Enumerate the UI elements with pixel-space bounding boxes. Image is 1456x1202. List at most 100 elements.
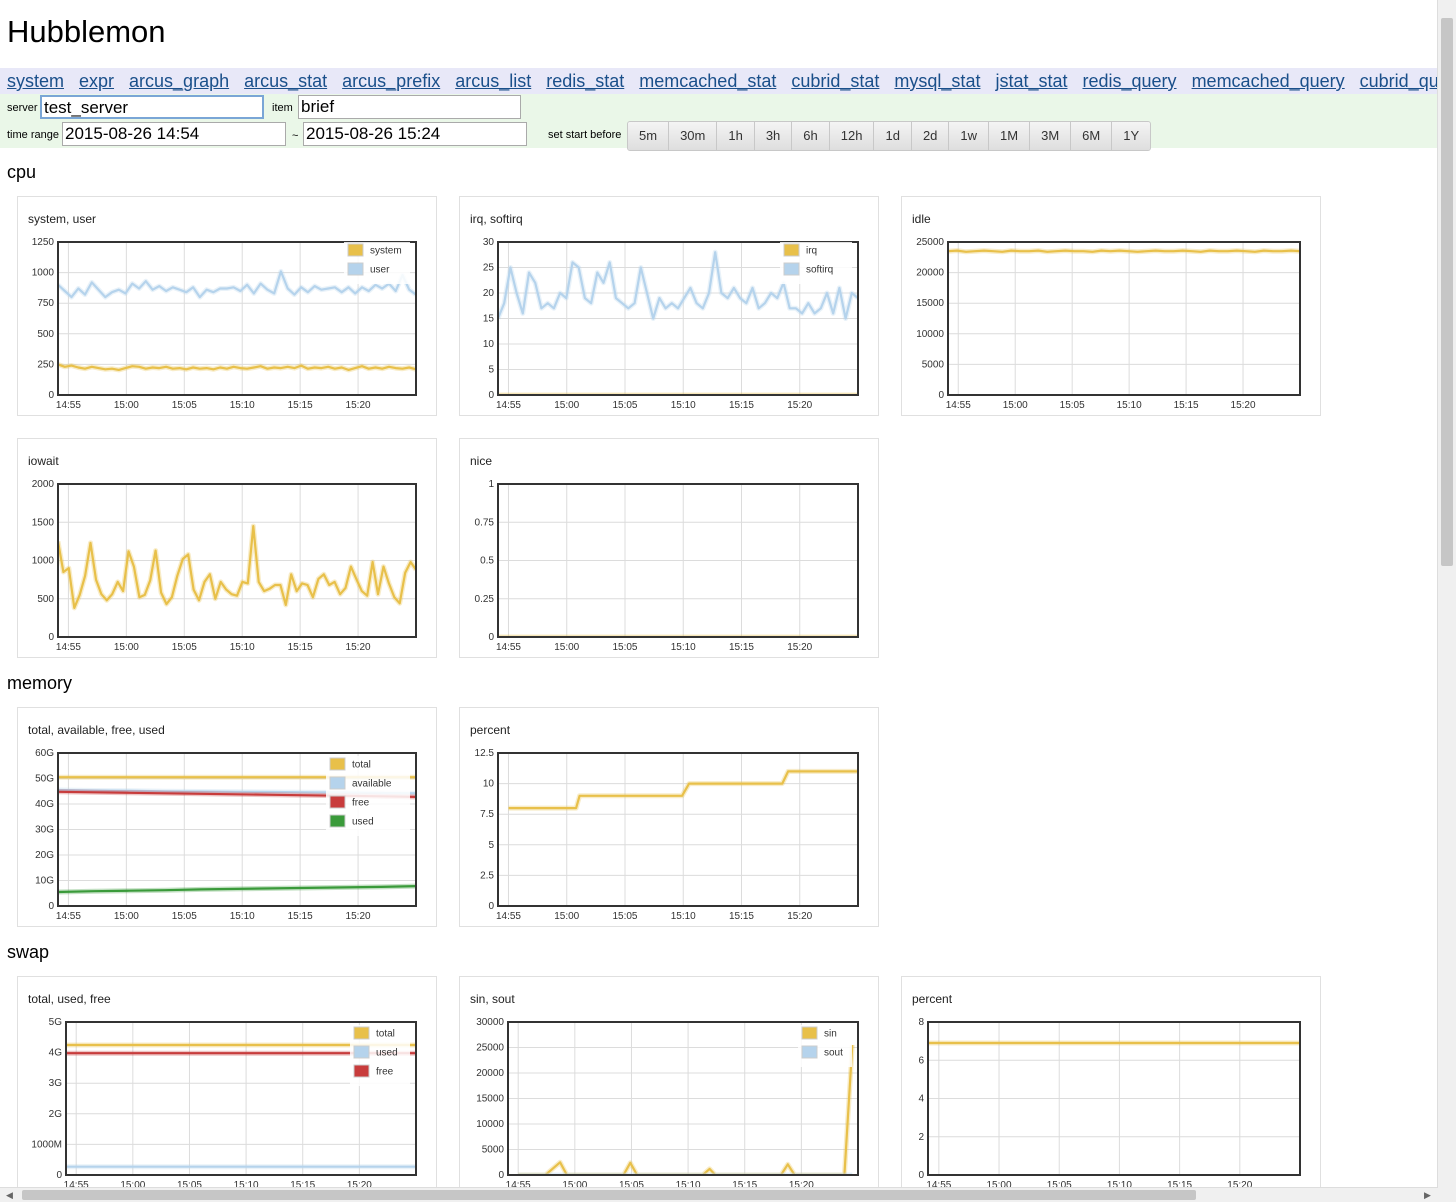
- range-button-6h[interactable]: 6h: [792, 122, 830, 150]
- y-tick-label: 0: [48, 390, 54, 401]
- y-tick-label: 500: [37, 594, 54, 605]
- range-button-1h[interactable]: 1h: [717, 122, 755, 150]
- x-tick-label: 15:05: [1047, 1180, 1072, 1188]
- chart-cpu-irq-softirq: 0 5 10 15 20 25 30 14:55 15:00 15:05 15:10 15:15 15:…: [483, 237, 859, 411]
- x-tick-label: 15:15: [288, 400, 313, 411]
- nav-cubrid-query[interactable]: cubrid_qu: [1359, 71, 1438, 91]
- range-button-1M[interactable]: 1M: [989, 122, 1031, 150]
- range-button-30m[interactable]: 30m: [669, 122, 718, 150]
- nav-redis-query[interactable]: redis_query: [1082, 71, 1177, 91]
- y-tick-label: 4G: [49, 1048, 63, 1059]
- range-button-12h[interactable]: 12h: [829, 122, 875, 150]
- chart-card-swap-sin-sout: sin, sout 0 5000 10000 15000 20000 25000 30000…: [459, 976, 879, 1188]
- x-tick-label: 15:10: [671, 911, 696, 922]
- x-tick-label: 15:15: [288, 911, 313, 922]
- chart-title: percent: [470, 723, 511, 737]
- legend-swatch-available: [329, 776, 346, 790]
- chart-title: total, used, free: [28, 992, 111, 1006]
- legend-label-system: system: [370, 246, 402, 257]
- arrow-right-icon[interactable]: ▶: [1424, 1190, 1431, 1200]
- chart-title: total, available, free, used: [28, 723, 165, 737]
- range-button-6M[interactable]: 6M: [1071, 122, 1113, 150]
- x-tick-label: 14:55: [496, 400, 521, 411]
- nav-arcus-prefix[interactable]: arcus_prefix: [342, 71, 441, 91]
- scrollbar-corner: [1438, 1188, 1456, 1202]
- y-tick-label: 6: [918, 1055, 924, 1066]
- series-line-percent: [508, 770, 858, 810]
- chart-card-cpu-idle: idle 0 5000 10000 15000 20000 25000 14:55 15:00…: [901, 196, 1321, 416]
- set-start-label: set start before: [548, 129, 622, 141]
- chart-title: nice: [470, 454, 493, 468]
- y-tick-label: 0: [488, 901, 494, 912]
- nav-expr[interactable]: expr: [79, 71, 115, 91]
- x-tick-label: 15:20: [346, 642, 371, 653]
- nav-system[interactable]: system: [7, 71, 65, 91]
- legend-label-total: total: [376, 1029, 395, 1040]
- range-button-2d[interactable]: 2d: [911, 122, 950, 150]
- y-tick-label: 15000: [916, 298, 944, 309]
- chart-title: iowait: [28, 454, 59, 468]
- series-group: [508, 768, 858, 811]
- y-tick-label: 3G: [49, 1078, 63, 1089]
- legend-label-user: user: [370, 265, 390, 276]
- legend-swatch-used: [353, 1045, 370, 1059]
- nav-cubrid-stat[interactable]: cubrid_stat: [791, 71, 880, 91]
- legend-swatch-irq: [783, 243, 800, 257]
- nav-memcached-query[interactable]: memcached_query: [1191, 71, 1345, 91]
- range-button-1Y[interactable]: 1Y: [1112, 122, 1151, 150]
- y-tick-label: 20000: [916, 268, 944, 279]
- range-button-1d[interactable]: 1d: [874, 122, 912, 150]
- x-tick-label: 15:05: [172, 400, 197, 411]
- range-button-3M[interactable]: 3M: [1030, 122, 1072, 150]
- y-tick-label: 25: [483, 263, 495, 274]
- x-tick-label: 15:20: [1227, 1180, 1252, 1188]
- time-range-label: time range: [7, 129, 59, 141]
- nav-arcus-graph[interactable]: arcus_graph: [129, 71, 230, 91]
- section-title-cpu: cpu: [7, 162, 37, 182]
- page: Hubblemon system expr arcus_graph arcus_sta…: [0, 14, 1438, 1188]
- x-tick-label: 15:05: [172, 642, 197, 653]
- horizontal-scrollbar[interactable]: ◀ ▶: [0, 1187, 1438, 1202]
- x-tick-label: 15:00: [562, 1180, 587, 1188]
- server-input[interactable]: test_server: [40, 95, 264, 119]
- nav-redis-stat[interactable]: redis_stat: [546, 71, 625, 91]
- item-input[interactable]: brief: [298, 95, 521, 119]
- chart-cpu-system-user: 0 250 500 750 1000 1250 14:55 15:00 15:05 15:10 15…: [32, 237, 417, 411]
- nav-jstat-stat[interactable]: jstat_stat: [995, 71, 1068, 91]
- legend-swatch-total: [353, 1026, 370, 1040]
- chart-title: sin, sout: [470, 992, 515, 1006]
- chart-title: system, user: [28, 212, 97, 226]
- nav-memcached-stat[interactable]: memcached_stat: [639, 71, 777, 91]
- x-tick-label: 14:55: [496, 642, 521, 653]
- y-tick-label: 1: [488, 479, 494, 490]
- y-tick-label: 12.5: [475, 748, 495, 759]
- x-tick-label: 15:00: [114, 642, 139, 653]
- y-tick-label: 8: [918, 1017, 924, 1028]
- y-tick-label: 5: [488, 365, 494, 376]
- x-tick-label: 14:55: [926, 1180, 951, 1188]
- range-button-3h[interactable]: 3h: [754, 122, 793, 150]
- horizontal-scroll-thumb[interactable]: [22, 1190, 1196, 1200]
- arrow-left-icon[interactable]: ◀: [6, 1190, 13, 1200]
- chart-cpu-idle: 0 5000 10000 15000 20000 25000 14:55 15:00 15:05…: [916, 237, 1301, 411]
- x-tick-label: 15:15: [729, 400, 754, 411]
- range-button-1w[interactable]: 1w: [949, 122, 990, 150]
- y-tick-label: 10: [483, 339, 495, 350]
- start-time-input[interactable]: 2015-08-26 14:54: [62, 122, 286, 146]
- x-tick-label: 15:20: [346, 911, 371, 922]
- y-tick-label: 10: [483, 779, 495, 790]
- x-tick-label: 15:10: [1107, 1180, 1132, 1188]
- end-time-input[interactable]: 2015-08-26 15:24: [303, 122, 527, 146]
- chart-cpu-nice: 0 0.25 0.5 0.75 1 14:55 15:00 15:05 15:10 15:15 15…: [475, 479, 859, 653]
- vertical-scroll-thumb[interactable]: [1441, 18, 1453, 566]
- vertical-scrollbar[interactable]: [1437, 0, 1456, 1188]
- nav-arcus-list[interactable]: arcus_list: [455, 71, 532, 91]
- nav-arcus-stat[interactable]: arcus_stat: [244, 71, 328, 91]
- y-tick-label: 2.5: [480, 870, 494, 881]
- x-tick-label: 15:00: [1003, 400, 1028, 411]
- range-button-5m[interactable]: 5m: [628, 122, 670, 150]
- nav-mysql-stat[interactable]: mysql_stat: [894, 71, 981, 91]
- x-tick-label: 15:00: [554, 911, 579, 922]
- plot-frame: [507, 1021, 859, 1176]
- x-tick-label: 15:20: [787, 911, 812, 922]
